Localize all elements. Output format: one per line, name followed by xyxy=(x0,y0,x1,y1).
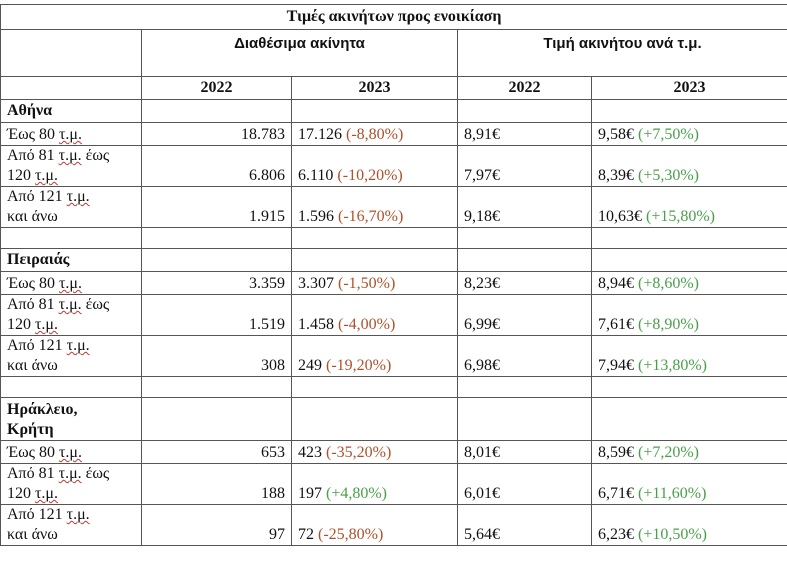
available-2023: 6.110 (-10,20%) xyxy=(291,145,458,187)
price-2022: 8,23€ xyxy=(457,271,592,295)
header-price: Τιμή ακινήτου ανά τ.μ. xyxy=(457,29,787,77)
year-empty xyxy=(0,76,142,100)
price-2023: 8,94€ (+8,60%) xyxy=(591,271,787,295)
available-2022: 188 xyxy=(141,463,292,505)
available-2022: 1.915 xyxy=(141,186,292,228)
row-label: Έως 80 τ.μ. xyxy=(0,122,142,146)
city-name: Αθήνα xyxy=(0,99,142,123)
year-available-2022: 2022 xyxy=(141,76,292,100)
city-name: Ηράκλειο, Κρήτη xyxy=(0,397,142,441)
spacer-row xyxy=(0,376,787,398)
price-2022: 8,91€ xyxy=(457,122,592,146)
header-row: Διαθέσιμα ακίνητα Τιμή ακινήτου ανά τ.μ. xyxy=(0,29,787,77)
available-2022: 97 xyxy=(141,504,292,546)
price-2023: 6,71€ (+11,60%) xyxy=(591,463,787,505)
price-2022: 5,64€ xyxy=(457,504,592,546)
available-2023: 3.307 (-1,50%) xyxy=(291,271,458,295)
city-name: Πειραιάς xyxy=(0,248,142,272)
year-available-2023: 2023 xyxy=(291,76,458,100)
price-2022: 6,01€ xyxy=(457,463,592,505)
spacer-row xyxy=(0,227,787,249)
title-row: Τιμές ακινήτων προς ενοικίαση xyxy=(0,4,787,30)
table-row: Έως 80 τ.μ. 18.783 17.126 (-8,80%) 8,91€… xyxy=(0,122,787,146)
row-label: Από 121 τ.μ. και άνω xyxy=(0,504,142,546)
price-2023: 9,58€ (+7,50%) xyxy=(591,122,787,146)
city-row-piraeus: Πειραιάς xyxy=(0,248,787,272)
price-2022: 7,97€ xyxy=(457,145,592,187)
price-2022: 9,18€ xyxy=(457,186,592,228)
table-row: Από 81 τ.μ. έως 120 τ.μ. 188 197 (+4,80%)… xyxy=(0,463,787,505)
table-title: Τιμές ακινήτων προς ενοικίαση xyxy=(0,4,787,30)
table-row: Από 121 τ.μ. και άνω 1.915 1.596 (-16,70%… xyxy=(0,186,787,228)
table-row: Από 81 τ.μ. έως 120 τ.μ. 1.519 1.458 (-4,… xyxy=(0,294,787,336)
row-label: Από 81 τ.μ. έως 120 τ.μ. xyxy=(0,294,142,336)
available-2022: 18.783 xyxy=(141,122,292,146)
available-2023: 249 (-19,20%) xyxy=(291,335,458,377)
available-2022: 653 xyxy=(141,440,292,464)
price-2022: 8,01€ xyxy=(457,440,592,464)
price-2022: 6,99€ xyxy=(457,294,592,336)
row-label: Από 121 τ.μ. και άνω xyxy=(0,186,142,228)
table-row: Από 121 τ.μ. και άνω 308 249 (-19,20%) 6,… xyxy=(0,335,787,377)
city-row-athens: Αθήνα xyxy=(0,99,787,123)
available-2022: 6.806 xyxy=(141,145,292,187)
price-2023: 8,39€ (+5,30%) xyxy=(591,145,787,187)
row-label: Έως 80 τ.μ. xyxy=(0,271,142,295)
price-2022: 6,98€ xyxy=(457,335,592,377)
price-2023: 6,23€ (+10,50%) xyxy=(591,504,787,546)
available-2022: 308 xyxy=(141,335,292,377)
row-label: Από 81 τ.μ. έως 120 τ.μ. xyxy=(0,463,142,505)
year-price-2022: 2022 xyxy=(457,76,592,100)
row-label: Από 121 τ.μ. και άνω xyxy=(0,335,142,377)
available-2023: 197 (+4,80%) xyxy=(291,463,458,505)
table-row: Έως 80 τ.μ. 3.359 3.307 (-1,50%) 8,23€ 8… xyxy=(0,271,787,295)
available-2022: 1.519 xyxy=(141,294,292,336)
rent-prices-table: Τιμές ακινήτων προς ενοικίαση Διαθέσιμα … xyxy=(0,4,787,546)
price-2023: 7,61€ (+8,90%) xyxy=(591,294,787,336)
price-2023: 10,63€ (+15,80%) xyxy=(591,186,787,228)
available-2023: 423 (-35,20%) xyxy=(291,440,458,464)
available-2023: 1.596 (-16,70%) xyxy=(291,186,458,228)
city-row-heraklion: Ηράκλειο, Κρήτη xyxy=(0,397,787,441)
year-price-2023: 2023 xyxy=(591,76,787,100)
available-2023: 1.458 (-4,00%) xyxy=(291,294,458,336)
row-label: Έως 80 τ.μ. xyxy=(0,440,142,464)
table-row: Από 81 τ.μ. έως 120 τ.μ. 6.806 6.110 (-10… xyxy=(0,145,787,187)
row-label: Από 81 τ.μ. έως 120 τ.μ. xyxy=(0,145,142,187)
table-row: Από 121 τ.μ. και άνω 97 72 (-25,80%) 5,64… xyxy=(0,504,787,546)
price-2023: 8,59€ (+7,20%) xyxy=(591,440,787,464)
table-row: Έως 80 τ.μ. 653 423 (-35,20%) 8,01€ 8,59… xyxy=(0,440,787,464)
available-2023: 72 (-25,80%) xyxy=(291,504,458,546)
price-2023: 7,94€ (+13,80%) xyxy=(591,335,787,377)
header-empty xyxy=(0,29,142,77)
year-row: 2022 2023 2022 2023 xyxy=(0,76,787,100)
available-2023: 17.126 (-8,80%) xyxy=(291,122,458,146)
header-available: Διαθέσιμα ακίνητα xyxy=(141,29,458,77)
available-2022: 3.359 xyxy=(141,271,292,295)
